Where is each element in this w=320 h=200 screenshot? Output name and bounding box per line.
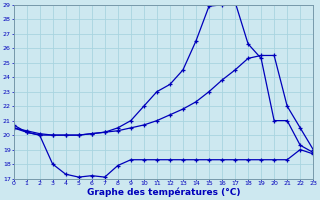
X-axis label: Graphe des températures (°C): Graphe des températures (°C) <box>87 188 240 197</box>
